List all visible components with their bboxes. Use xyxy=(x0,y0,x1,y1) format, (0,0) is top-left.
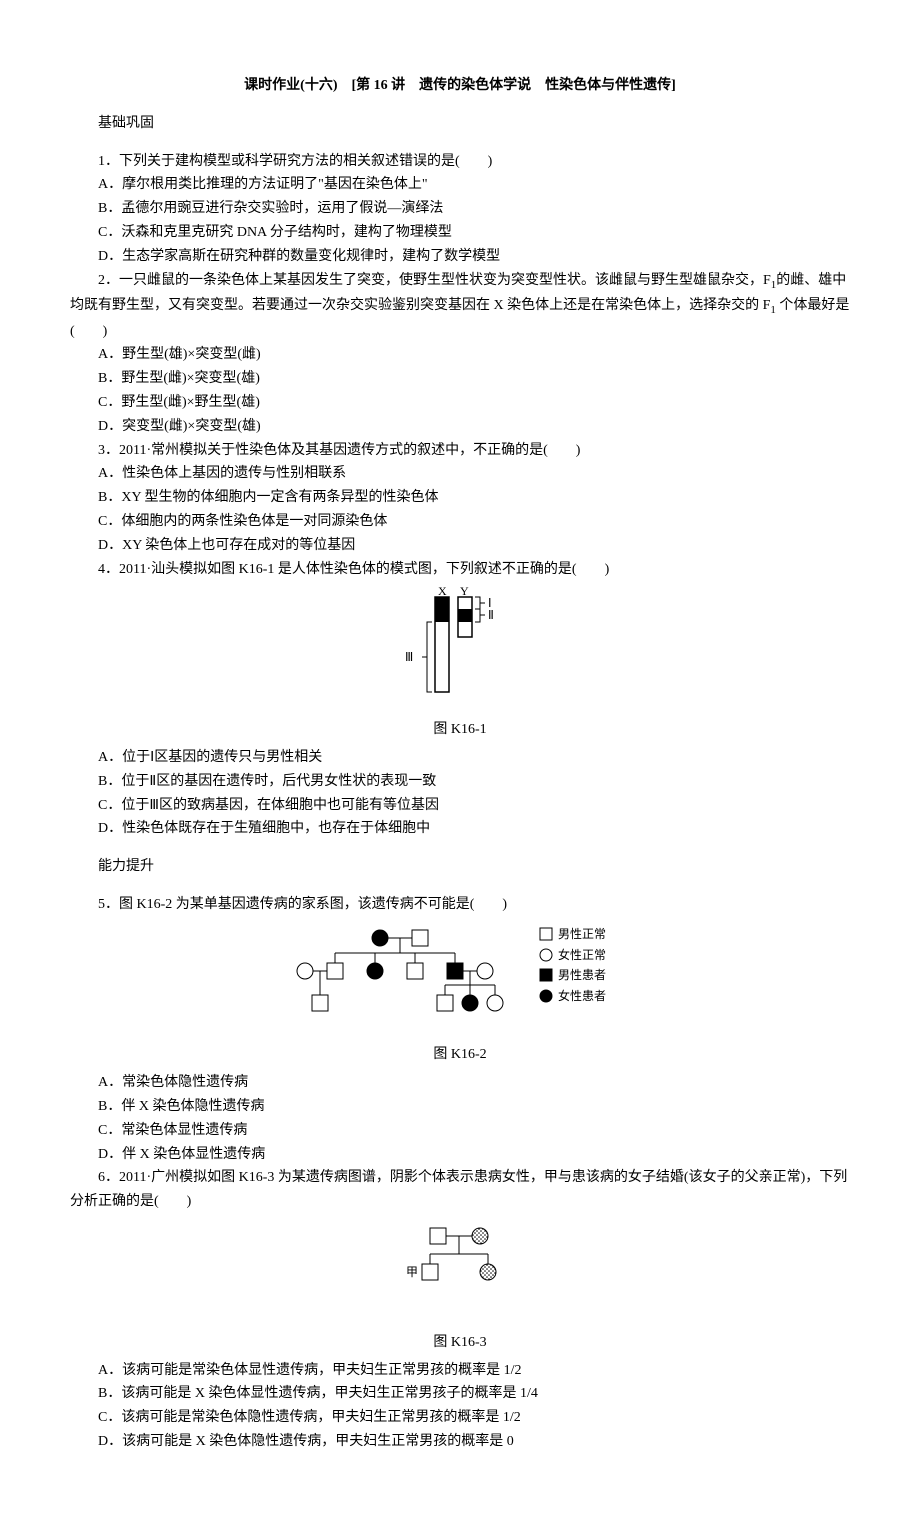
q2-opt-d: D．突变型(雌)×突变型(雄) xyxy=(70,415,850,439)
figure-k16-1-caption: 图 K16-1 xyxy=(70,718,850,742)
q4-opt-c: C．位于Ⅲ区的致病基因，在体细胞中也可能有等位基因 xyxy=(70,794,850,818)
q5-opt-c: C．常染色体显性遗传病 xyxy=(70,1119,850,1143)
q6-opt-b: B．该病可能是 X 染色体显性遗传病，甲夫妇生正常男孩子的概率是 1/4 xyxy=(70,1382,850,1406)
q1-opt-d: D．生态学家高斯在研究种群的数量变化规律时，建构了数学模型 xyxy=(70,245,850,269)
q4-stem: 4．2011·汕头模拟如图 K16-1 是人体性染色体的模式图，下列叙述不正确的… xyxy=(70,558,850,582)
fig1-label-y: Y xyxy=(460,587,469,598)
q2-stem: 2．一只雌鼠的一条染色体上某基因发生了突变，使野生型性状变为突变型性状。该雌鼠与… xyxy=(70,269,850,344)
q5-opt-d: D．伴 X 染色体显性遗传病 xyxy=(70,1143,850,1167)
q1-opt-c: C．沃森和克里克研究 DNA 分子结构时，建构了物理模型 xyxy=(70,221,850,245)
q1-opt-b: B．孟德尔用豌豆进行杂交实验时，运用了假说—演绎法 xyxy=(70,197,850,221)
legend-female-normal: 女性正常 xyxy=(558,947,606,962)
legend-male-affected: 男性患者 xyxy=(558,968,606,982)
q3-stem: 3．2011·常州模拟关于性染色体及其基因遗传方式的叙述中，不正确的是( ) xyxy=(70,439,850,463)
q6-opt-d: D．该病可能是 X 染色体隐性遗传病，甲夫妇生正常男孩的概率是 0 xyxy=(70,1430,850,1454)
q5-opt-a: A．常染色体隐性遗传病 xyxy=(70,1071,850,1095)
fig1-label-ii: Ⅱ xyxy=(488,608,494,622)
worksheet-title: 课时作业(十六) [第 16 讲 遗传的染色体学说 性染色体与伴性遗传] xyxy=(70,74,850,98)
figure-k16-2: 男性正常 女性正常 男性患者 女性患者 xyxy=(70,923,850,1042)
q1-stem: 1．下列关于建构模型或科学研究方法的相关叙述错误的是( ) xyxy=(70,150,850,174)
q2-opt-b: B．野生型(雌)×突变型(雄) xyxy=(70,367,850,391)
fig1-label-x: X xyxy=(438,587,447,598)
q4-opt-a: A．位于Ⅰ区基因的遗传只与男性相关 xyxy=(70,746,850,770)
fig1-label-iii: Ⅲ xyxy=(405,650,413,664)
figure-k16-2-caption: 图 K16-2 xyxy=(70,1043,850,1067)
q6-stem: 6．2011·广州模拟如图 K16-3 为某遗传病图谱，阴影个体表示患病女性，甲… xyxy=(70,1166,850,1214)
q5-stem: 5．图 K16-2 为某单基因遗传病的家系图，该遗传病不可能是( ) xyxy=(70,893,850,917)
q3-opt-a: A．性染色体上基因的遗传与性别相联系 xyxy=(70,462,850,486)
figure-k16-3: 甲 xyxy=(70,1220,850,1329)
figure-k16-3-caption: 图 K16-3 xyxy=(70,1331,850,1355)
legend-female-affected: 女性患者 xyxy=(558,988,606,1003)
q3-opt-b: B．XY 型生物的体细胞内一定含有两条异型的性染色体 xyxy=(70,486,850,510)
section-advanced: 能力提升 xyxy=(70,855,850,879)
q2-opt-a: A．野生型(雄)×突变型(雌) xyxy=(70,343,850,367)
q4-opt-b: B．位于Ⅱ区的基因在遗传时，后代男女性状的表现一致 xyxy=(70,770,850,794)
q4-opt-d: D．性染色体既存在于生殖细胞中，也存在于体细胞中 xyxy=(70,817,850,841)
q6-opt-a: A．该病可能是常染色体显性遗传病，甲夫妇生正常男孩的概率是 1/2 xyxy=(70,1359,850,1383)
q2-opt-c: C．野生型(雌)×野生型(雄) xyxy=(70,391,850,415)
figure-k16-1: X Y Ⅰ Ⅱ Ⅲ xyxy=(70,587,850,716)
q3-opt-c: C．体细胞内的两条性染色体是一对同源染色体 xyxy=(70,510,850,534)
fig3-label-jia: 甲 xyxy=(406,1265,418,1279)
q1-opt-a: A．摩尔根用类比推理的方法证明了"基因在染色体上" xyxy=(70,173,850,197)
q6-opt-c: C．该病可能是常染色体隐性遗传病，甲夫妇生正常男孩的概率是 1/2 xyxy=(70,1406,850,1430)
q3-opt-d: D．XY 染色体上也可存在成对的等位基因 xyxy=(70,534,850,558)
legend-male-normal: 男性正常 xyxy=(558,927,606,941)
section-basic: 基础巩固 xyxy=(70,112,850,136)
q2-stem-part1: 2．一只雌鼠的一条染色体上某基因发生了突变，使野生型性状变为突变型性状。该雌鼠与… xyxy=(98,273,771,288)
q5-opt-b: B．伴 X 染色体隐性遗传病 xyxy=(70,1095,850,1119)
